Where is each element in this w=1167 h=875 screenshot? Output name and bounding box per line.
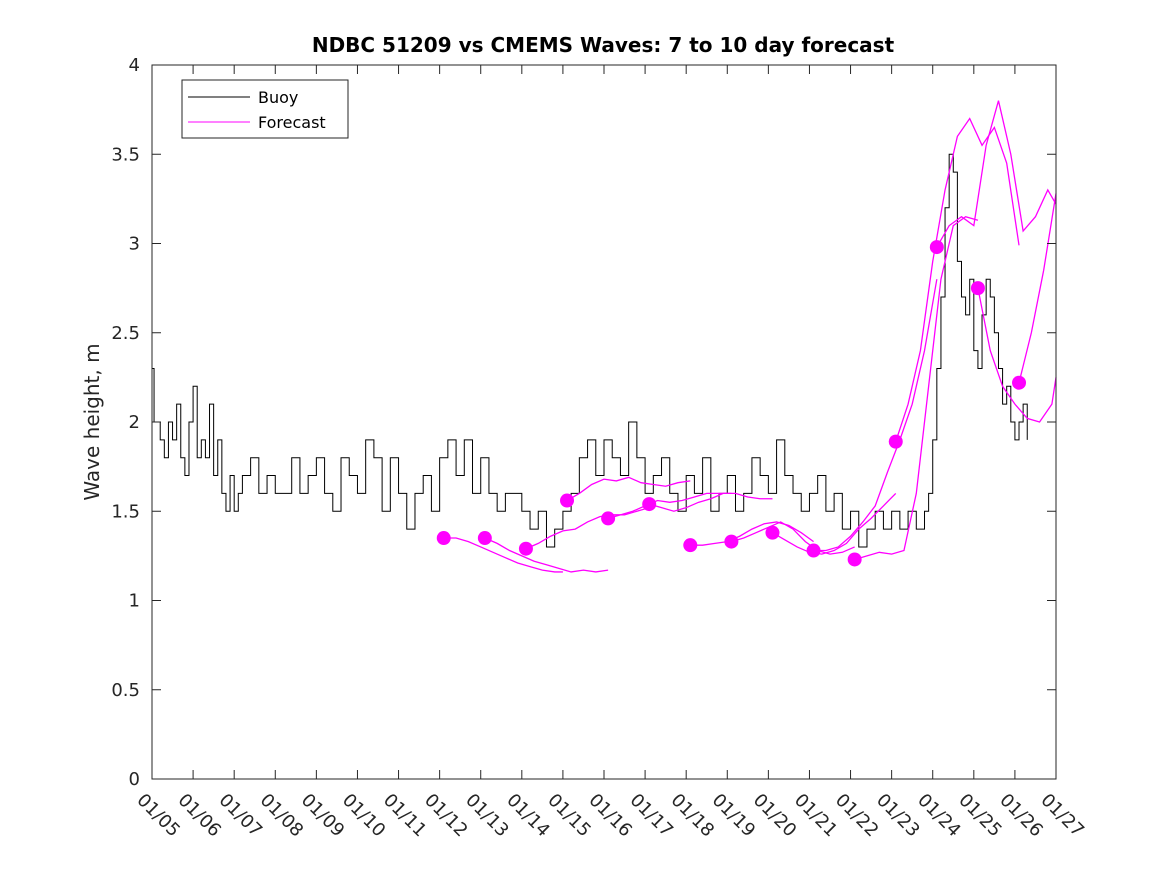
forecast-run-line-9 [772,492,897,555]
forecast-marker [683,538,698,553]
forecast-marker [1012,375,1027,390]
forecast-marker [477,531,492,546]
forecast-run-line-15 [1018,193,1057,383]
legend: Buoy Forecast [181,79,349,139]
forecast-run-line-6 [649,492,773,512]
forecast-marker [601,511,616,526]
forecast-run-line-1 [443,537,563,573]
y-tick-label: 3 [129,234,140,255]
plot-area [152,65,1056,779]
y-tick-label: 4 [129,55,140,76]
y-tick-label: 3.5 [111,144,140,165]
chart-title: NDBC 51209 vs CMEMS Waves: 7 to 10 day f… [312,33,895,57]
forecast-marker [888,434,903,449]
forecast-run-line-7 [690,521,814,546]
legend-buoy-label: Buoy [258,88,298,107]
data-layer [152,100,1057,573]
forecast-marker [847,552,862,567]
forecast-marker [642,497,657,512]
forecast-run-line-14 [977,287,1057,423]
forecast-marker [806,543,821,558]
forecast-marker [970,281,985,296]
forecast-run-line-12 [895,117,1020,442]
forecast-marker [436,531,451,546]
forecast-run-line-8 [731,521,855,555]
forecast-marker [765,525,780,540]
forecast-marker [518,541,533,556]
forecast-marker [724,534,739,549]
y-tick-label: 2.5 [111,323,140,344]
forecast-marker [560,493,575,508]
y-tick-label: 0.5 [111,680,140,701]
y-axis-label: Wave height, m [80,343,104,500]
forecast-marker [929,240,944,255]
buoy-series-line [152,153,1028,548]
legend-forecast-label: Forecast [258,113,326,132]
y-tick-label: 0 [129,769,140,790]
y-tick-label: 1.5 [111,501,140,522]
legend-box [181,79,349,139]
y-tick-label: 1 [129,591,140,612]
forecast-run-line-2 [484,537,609,573]
forecast-run-line-11 [854,216,979,561]
forecast-run-line-5 [607,492,732,520]
forecast-run-line-10 [813,279,938,552]
y-tick-label: 2 [129,412,140,433]
forecast-run-line-3 [525,507,650,550]
forecast-run-line-4 [566,476,691,502]
forecast-run-line-13 [936,100,1057,248]
